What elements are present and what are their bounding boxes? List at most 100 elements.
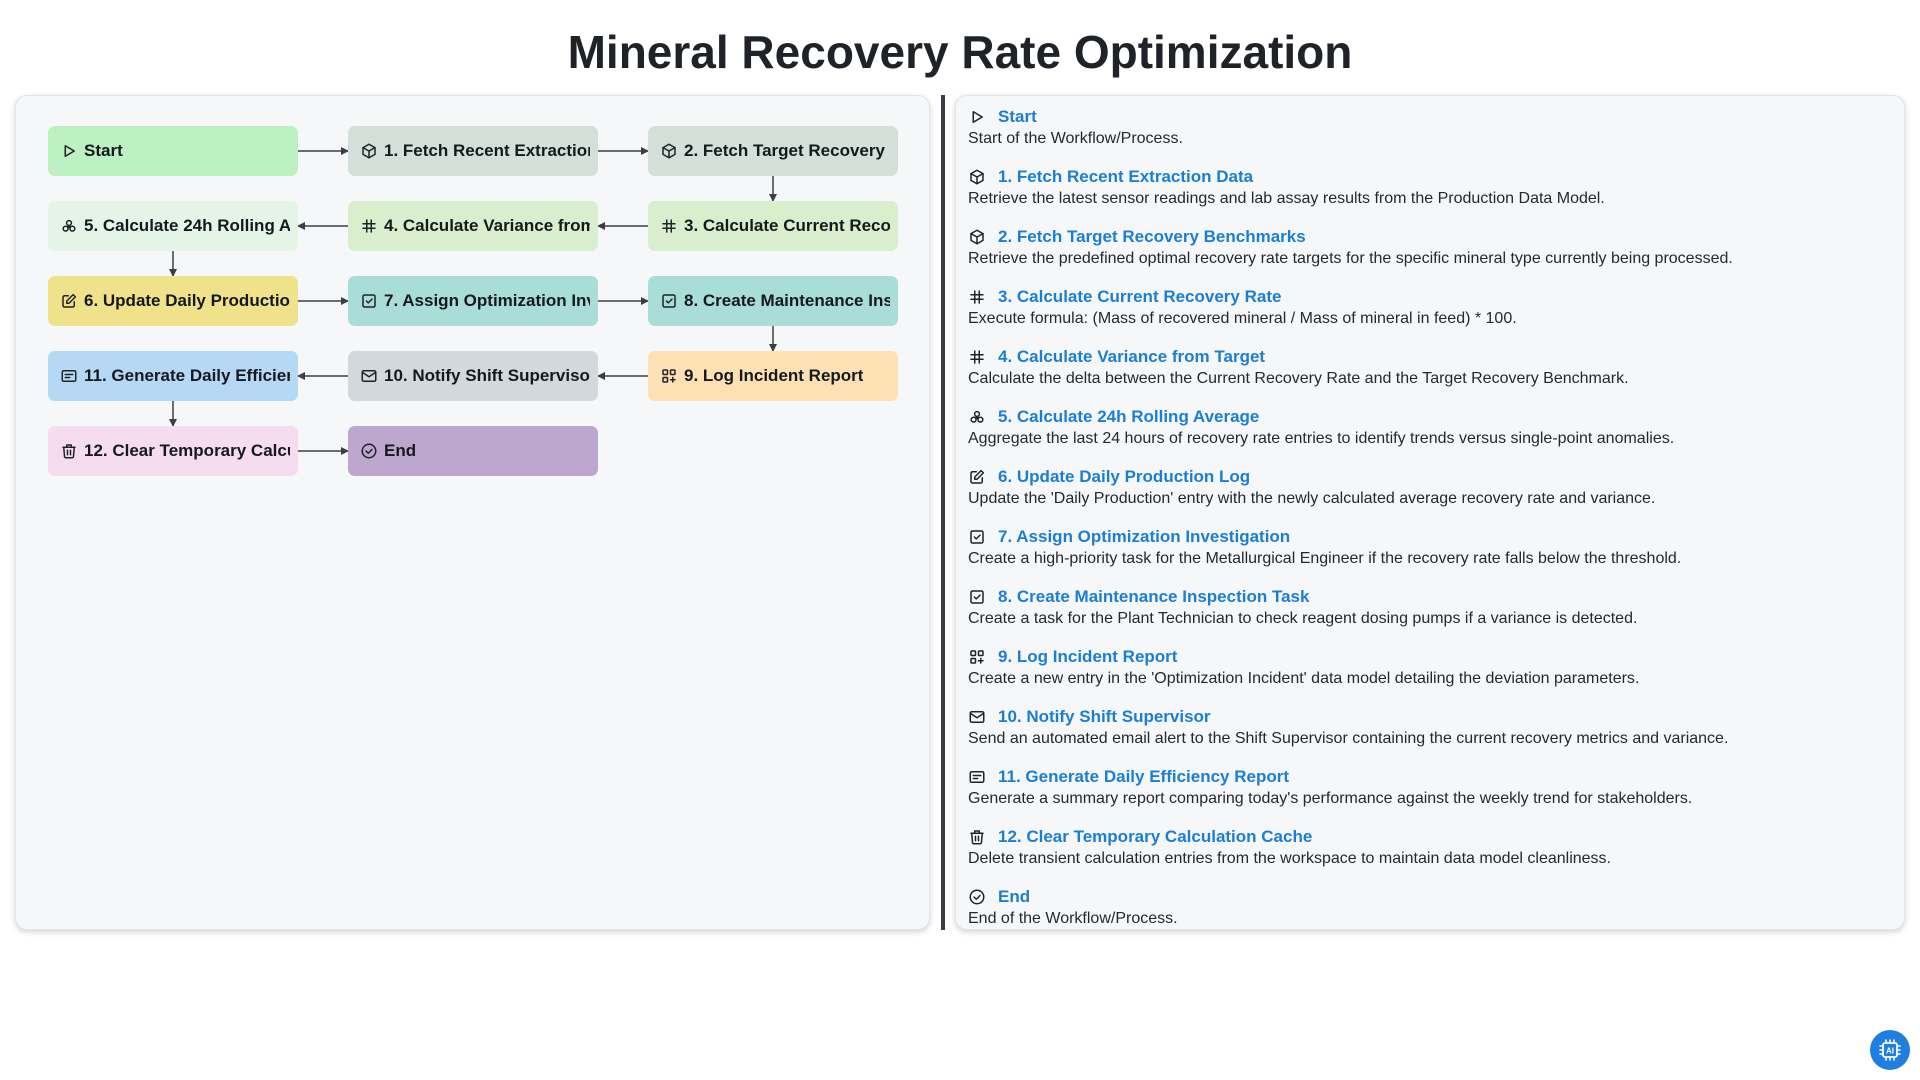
node-n7[interactable]: 7. Assign Optimization Inve bbox=[348, 276, 598, 326]
step-header: End bbox=[968, 886, 1904, 908]
checkbox-icon bbox=[970, 530, 984, 544]
ai-chip-icon: AI bbox=[1879, 1039, 1901, 1061]
node-n5[interactable]: 5. Calculate 24h Rolling Av bbox=[48, 201, 298, 251]
step-title-link[interactable]: 8. Create Maintenance Inspection Task bbox=[998, 587, 1310, 606]
flowchart-edges bbox=[169, 147, 777, 455]
step-icon bbox=[968, 348, 986, 366]
biohazard-icon bbox=[62, 219, 76, 232]
step-header: 11. Generate Daily Efficiency Report bbox=[968, 766, 1904, 788]
step-icon bbox=[968, 768, 986, 786]
step-description: End of the Workflow/Process. bbox=[968, 910, 1178, 927]
step-title-link[interactable]: 2. Fetch Target Recovery Benchmarks bbox=[998, 227, 1306, 246]
report-icon bbox=[61, 370, 77, 382]
node-start[interactable]: Start bbox=[48, 126, 298, 176]
checkbox-icon bbox=[970, 590, 984, 604]
edit-icon bbox=[970, 469, 985, 484]
node-label: 9. Log Incident Report bbox=[684, 366, 864, 385]
step-title-link[interactable]: 4. Calculate Variance from Target bbox=[998, 347, 1266, 366]
step-title-link[interactable]: End bbox=[998, 887, 1031, 906]
node-label: 2. Fetch Target Recovery B bbox=[684, 141, 890, 160]
step-icon bbox=[968, 468, 986, 486]
step-header: Start bbox=[968, 106, 1904, 128]
steps-list: Start Start of the Workflow/Process. 1. Fe… bbox=[968, 106, 1904, 929]
step-header: 9. Log Incident Report bbox=[968, 646, 1904, 668]
step-item: 12. Clear Temporary Calculation Cache Del… bbox=[968, 826, 1904, 869]
node-n4[interactable]: 4. Calculate Variance from T bbox=[348, 201, 598, 251]
step-item: 7. Assign Optimization Investigation Crea… bbox=[968, 526, 1904, 569]
node-n11[interactable]: 11. Generate Daily Efficienc bbox=[48, 351, 298, 401]
node-n2[interactable]: 2. Fetch Target Recovery B bbox=[648, 126, 898, 176]
step-header: 6. Update Daily Production Log bbox=[968, 466, 1904, 488]
hash-icon bbox=[970, 290, 984, 304]
step-description: Delete transient calculation entries fro… bbox=[968, 850, 1611, 867]
step-item: Start Start of the Workflow/Process. bbox=[968, 106, 1904, 149]
step-title-link[interactable]: 3. Calculate Current Recovery Rate bbox=[998, 287, 1282, 306]
step-item: 5. Calculate 24h Rolling Average Aggregat… bbox=[968, 406, 1904, 449]
step-icon bbox=[968, 828, 986, 846]
cube-icon bbox=[662, 143, 676, 159]
node-label: 3. Calculate Current Recov bbox=[684, 216, 890, 235]
panel-divider[interactable] bbox=[941, 95, 945, 930]
step-item: 9. Log Incident Report Create a new entry… bbox=[968, 646, 1904, 689]
node-n12[interactable]: 12. Clear Temporary Calcul bbox=[48, 426, 298, 476]
trash-icon bbox=[970, 830, 984, 845]
node-label: End bbox=[384, 441, 417, 460]
step-item: 6. Update Daily Production Log Update the… bbox=[968, 466, 1904, 509]
node-icon bbox=[360, 142, 378, 160]
node-label: 12. Clear Temporary Calcul bbox=[84, 441, 290, 460]
node-label: 1. Fetch Recent Extraction bbox=[384, 141, 590, 160]
step-title-link[interactable]: 11. Generate Daily Efficiency Report bbox=[998, 767, 1290, 786]
ai-assistant-button[interactable]: AI bbox=[1870, 1030, 1910, 1070]
edit-icon bbox=[62, 293, 77, 308]
node-label: 7. Assign Optimization Inve bbox=[384, 291, 590, 310]
step-icon bbox=[968, 708, 986, 726]
svg-text:AI: AI bbox=[1886, 1047, 1894, 1056]
step-title-link[interactable]: 5. Calculate 24h Rolling Average bbox=[998, 407, 1260, 426]
node-icon bbox=[60, 217, 78, 235]
step-item: 2. Fetch Target Recovery Benchmarks Retri… bbox=[968, 226, 1904, 269]
cube-icon bbox=[970, 169, 984, 185]
step-description: Create a task for the Plant Technician t… bbox=[968, 610, 1638, 627]
step-title-link[interactable]: 9. Log Incident Report bbox=[998, 647, 1178, 666]
step-title-link[interactable]: 10. Notify Shift Supervisor bbox=[998, 707, 1211, 726]
node-icon bbox=[60, 367, 78, 385]
node-icon bbox=[360, 367, 378, 385]
check-circle-icon bbox=[361, 443, 377, 459]
node-end[interactable]: End bbox=[348, 426, 598, 476]
node-label: Start bbox=[84, 141, 123, 160]
step-title-link[interactable]: 7. Assign Optimization Investigation bbox=[998, 527, 1291, 546]
node-icon bbox=[60, 142, 78, 160]
step-header: 1. Fetch Recent Extraction Data bbox=[968, 166, 1904, 188]
node-icon bbox=[360, 292, 378, 310]
cube-icon bbox=[970, 229, 984, 245]
step-title-link[interactable]: 12. Clear Temporary Calculation Cache bbox=[998, 827, 1313, 846]
checkbox-icon bbox=[362, 294, 376, 308]
grid-plus-icon bbox=[662, 369, 676, 383]
node-n10[interactable]: 10. Notify Shift Supervisor bbox=[348, 351, 598, 401]
node-icon bbox=[60, 442, 78, 460]
step-title-link[interactable]: 6. Update Daily Production Log bbox=[998, 467, 1251, 486]
node-n3[interactable]: 3. Calculate Current Recov bbox=[648, 201, 898, 251]
step-icon bbox=[968, 648, 986, 666]
step-icon bbox=[968, 228, 986, 246]
step-icon bbox=[968, 588, 986, 606]
node-n9[interactable]: 9. Log Incident Report bbox=[648, 351, 898, 401]
step-description: Update the 'Daily Production' entry with… bbox=[968, 490, 1656, 507]
node-label: 11. Generate Daily Efficienc bbox=[84, 366, 290, 385]
step-title-link[interactable]: Start bbox=[998, 107, 1037, 126]
step-title-link[interactable]: 1. Fetch Recent Extraction Data bbox=[998, 167, 1254, 186]
node-label: 5. Calculate 24h Rolling Av bbox=[84, 216, 290, 235]
step-description: Send an automated email alert to the Shi… bbox=[968, 730, 1729, 747]
node-n8[interactable]: 8. Create Maintenance Insp bbox=[648, 276, 898, 326]
node-n1[interactable]: 1. Fetch Recent Extraction bbox=[348, 126, 598, 176]
mail-icon bbox=[969, 711, 985, 723]
step-item: 1. Fetch Recent Extraction Data Retrieve … bbox=[968, 166, 1904, 209]
step-icon bbox=[968, 528, 986, 546]
play-icon bbox=[64, 145, 75, 157]
step-description: Generate a summary report comparing toda… bbox=[968, 790, 1693, 807]
node-n6[interactable]: 6. Update Daily Production bbox=[48, 276, 298, 326]
hash-icon bbox=[662, 219, 676, 233]
step-header: 4. Calculate Variance from Target bbox=[968, 346, 1904, 368]
step-item: 3. Calculate Current Recovery Rate Execut… bbox=[968, 286, 1904, 329]
step-description: Retrieve the latest sensor readings and … bbox=[968, 190, 1605, 207]
